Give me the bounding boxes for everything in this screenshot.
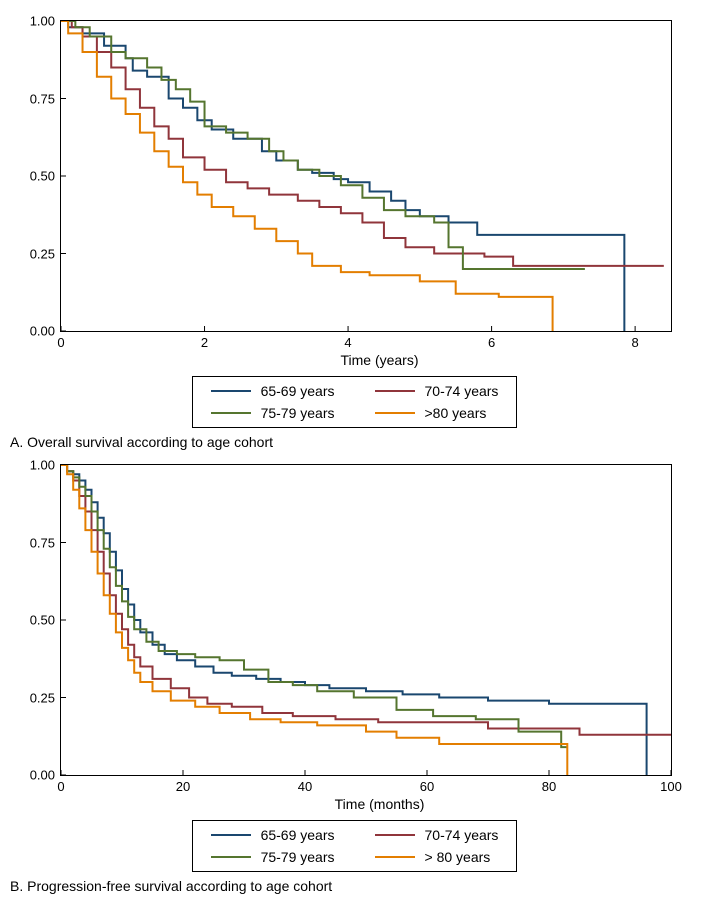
x-tick-label: 20 <box>176 775 190 794</box>
panel-b-pfs: 0.000.250.500.751.00020406080100 Time (m… <box>10 464 699 894</box>
x-tick-label: 6 <box>488 331 495 350</box>
x-tick-label: 0 <box>57 331 64 350</box>
legend-label: 70-74 years <box>425 383 499 399</box>
legend-swatch <box>211 412 251 414</box>
km-curve-group_65_69 <box>61 21 624 331</box>
km-curve-group_75_79 <box>61 21 585 269</box>
legend-swatch <box>375 834 415 836</box>
legend-swatch <box>211 856 251 858</box>
chart-a-xlabel: Time (years) <box>60 352 699 368</box>
chart-b-xlabel: Time (months) <box>60 796 699 812</box>
km-curve-group_75_79 <box>61 465 567 747</box>
y-tick-label: 0.25 <box>30 246 61 261</box>
legend-item: > 80 years <box>375 849 499 865</box>
legend-swatch <box>375 390 415 392</box>
chart-a-plot: 0.000.250.500.751.0002468 <box>60 20 672 332</box>
legend-label: 75-79 years <box>261 405 335 421</box>
y-tick-label: 0.75 <box>30 91 61 106</box>
panel-a-overall-survival: 0.000.250.500.751.0002468 Time (years) 6… <box>10 20 699 450</box>
y-tick-label: 0.25 <box>30 690 61 705</box>
legend-item: 65-69 years <box>211 383 335 399</box>
chart-a-svg <box>61 21 671 331</box>
legend-item: 65-69 years <box>211 827 335 843</box>
y-tick-label: 0.00 <box>30 324 61 339</box>
x-tick-label: 4 <box>344 331 351 350</box>
legend-swatch <box>375 856 415 858</box>
panel-b-caption: B. Progression-free survival according t… <box>10 878 699 894</box>
x-tick-label: 2 <box>201 331 208 350</box>
km-curve-group_gt_80 <box>61 21 553 331</box>
legend-label: >80 years <box>425 405 487 421</box>
y-tick-label: 0.00 <box>30 768 61 783</box>
km-curve-group_70_74 <box>61 21 664 266</box>
y-tick-label: 1.00 <box>30 14 61 29</box>
chart-b-plot: 0.000.250.500.751.00020406080100 <box>60 464 672 776</box>
legend-swatch <box>211 834 251 836</box>
x-tick-label: 60 <box>420 775 434 794</box>
legend-item: 70-74 years <box>375 383 499 399</box>
legend-item: >80 years <box>375 405 499 421</box>
km-curve-group_70_74 <box>61 465 671 735</box>
legend-label: 75-79 years <box>261 849 335 865</box>
x-tick-label: 80 <box>542 775 556 794</box>
y-tick-label: 0.50 <box>30 613 61 628</box>
legend-swatch <box>375 412 415 414</box>
legend-item: 70-74 years <box>375 827 499 843</box>
x-tick-label: 0 <box>57 775 64 794</box>
legend-swatch <box>211 390 251 392</box>
chart-b-svg <box>61 465 671 775</box>
panel-a-caption: A. Overall survival according to age coh… <box>10 434 699 450</box>
x-tick-label: 100 <box>660 775 682 794</box>
legend-label: 70-74 years <box>425 827 499 843</box>
legend-label: 65-69 years <box>261 827 335 843</box>
legend-label: > 80 years <box>425 849 491 865</box>
chart-b-legend: 65-69 years 70-74 years 75-79 years > 80 ye… <box>192 820 518 872</box>
x-tick-label: 8 <box>631 331 638 350</box>
x-tick-label: 40 <box>298 775 312 794</box>
y-tick-label: 1.00 <box>30 458 61 473</box>
legend-label: 65-69 years <box>261 383 335 399</box>
y-tick-label: 0.75 <box>30 535 61 550</box>
chart-a-legend: 65-69 years 70-74 years 75-79 years >80 yea… <box>192 376 518 428</box>
legend-item: 75-79 years <box>211 849 335 865</box>
legend-item: 75-79 years <box>211 405 335 421</box>
y-tick-label: 0.50 <box>30 169 61 184</box>
